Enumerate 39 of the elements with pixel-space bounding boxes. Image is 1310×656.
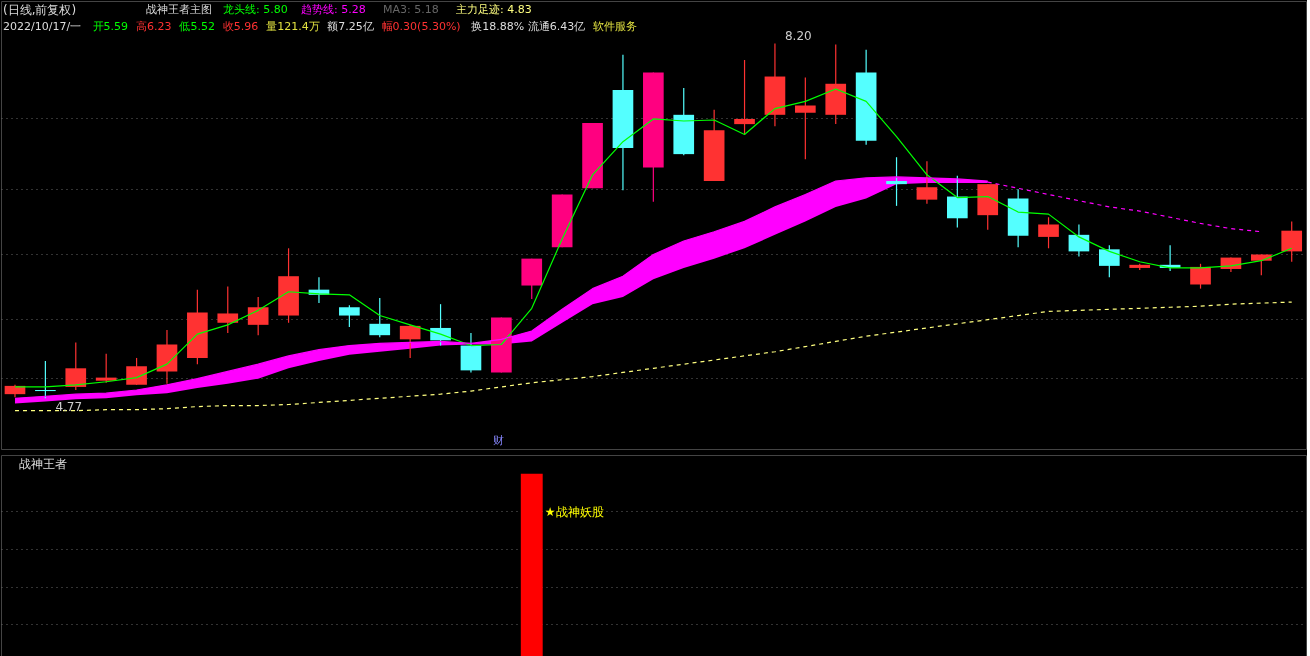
annotation: 幅0.30(5.30%) bbox=[381, 20, 461, 33]
annotation: 开5.59 bbox=[92, 20, 129, 33]
candlestick bbox=[35, 360, 56, 399]
annotation: ★战神妖股 bbox=[544, 505, 604, 519]
annotation: 4.77 bbox=[55, 400, 83, 415]
annotation: 量121.4万 bbox=[266, 20, 320, 33]
annotation: 额7.25亿 bbox=[327, 20, 374, 33]
annotation: 财 bbox=[493, 434, 504, 447]
chart-title: (日线,前复权) bbox=[3, 3, 77, 17]
candlestick bbox=[247, 296, 269, 336]
candlestick bbox=[1250, 253, 1272, 276]
candlestick bbox=[1098, 244, 1120, 278]
annotation: 流通6.43亿 bbox=[527, 20, 586, 33]
annotation: 龙头线: 5.80 bbox=[223, 3, 288, 16]
annotation: 8.20 bbox=[784, 29, 812, 44]
candlestick bbox=[734, 59, 755, 136]
candlestick bbox=[1281, 220, 1303, 263]
candlestick bbox=[369, 297, 391, 338]
chart-title: 战神王者 bbox=[19, 457, 67, 471]
annotation: 趋势线: 5.28 bbox=[301, 3, 366, 16]
annotation: 换18.88% bbox=[471, 20, 525, 33]
candlestick bbox=[886, 156, 907, 207]
candlestick bbox=[126, 357, 147, 386]
annotation: 软件服务 bbox=[593, 20, 638, 33]
candlestick bbox=[1038, 216, 1059, 249]
candlestick bbox=[795, 76, 816, 160]
annotation: 低5.52 bbox=[179, 20, 215, 33]
annotation: 2022/10/17/一 bbox=[3, 20, 82, 33]
candlestick bbox=[339, 304, 360, 328]
candlestick bbox=[947, 175, 968, 229]
annotation: 主力足迹: 4.83 bbox=[456, 3, 532, 16]
annotation: MA3: 5.18 bbox=[383, 3, 439, 16]
candlestick bbox=[217, 285, 239, 334]
annotation: 战神王者主图 bbox=[146, 3, 212, 16]
annotation: 高6.23 bbox=[136, 20, 172, 33]
candlestick bbox=[65, 341, 87, 391]
candlestick bbox=[399, 324, 421, 359]
annotation: 收5.96 bbox=[222, 20, 259, 33]
candlestick bbox=[916, 160, 938, 205]
